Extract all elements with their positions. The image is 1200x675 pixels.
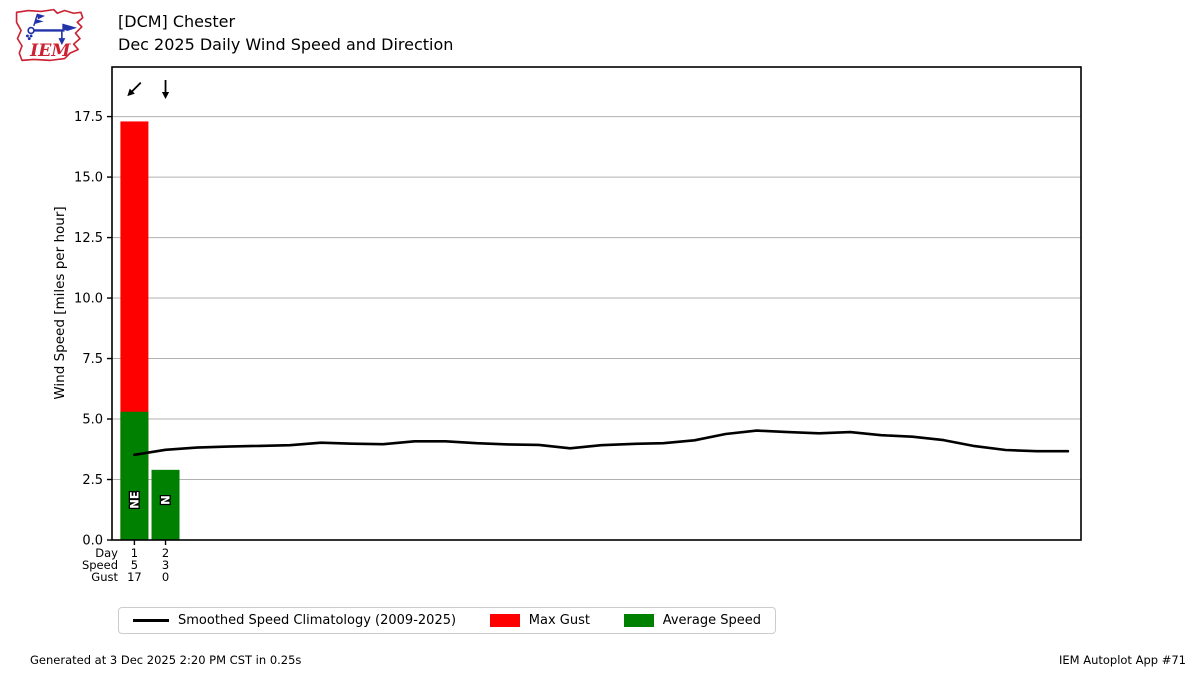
axis-row-value: 0	[162, 570, 169, 584]
wind-direction-arrowhead	[161, 92, 170, 99]
avg-speed-bar	[120, 411, 149, 540]
legend-label: Smoothed Speed Climatology (2009-2025)	[178, 613, 457, 628]
legend-item: Max Gust	[489, 613, 590, 628]
generated-at-text: Generated at 3 Dec 2025 2:20 PM CST in 0…	[30, 653, 302, 667]
axis-row-value: 3	[162, 558, 169, 572]
avg-speed-bar	[151, 469, 180, 540]
y-tick-label: 10.0	[74, 292, 103, 307]
iowa-outline-icon	[15, 8, 84, 62]
direction-label: N	[159, 495, 173, 505]
axis-row-label: Day	[95, 546, 118, 560]
weather-vane-icon	[25, 13, 78, 46]
y-axis-label: Wind Speed [miles per hour]	[52, 206, 68, 399]
legend-item: Smoothed Speed Climatology (2009-2025)	[133, 613, 456, 628]
chart-title-line1: [DCM] Chester	[118, 12, 236, 31]
y-tick-label: 12.5	[74, 231, 103, 246]
app-id-text: IEM Autoplot App #71	[1058, 653, 1186, 667]
axis-row-value: 1	[131, 546, 138, 560]
y-tick-label: 7.5	[82, 352, 103, 367]
chart-legend: Smoothed Speed Climatology (2009-2025) Ma…	[118, 607, 776, 634]
legend-swatch-line	[133, 619, 169, 622]
axis-row-value: 17	[127, 570, 142, 584]
axis-row-value: 5	[131, 558, 138, 572]
chart-title: [DCM] Chester Dec 2025 Daily Wind Speed …	[118, 10, 453, 56]
plot-border	[111, 66, 1082, 541]
legend-label: Average Speed	[662, 613, 761, 628]
wind-direction-arrowhead	[127, 88, 135, 97]
y-tick-label: 15.0	[74, 171, 103, 186]
y-tick-label: 0.0	[82, 534, 103, 549]
axis-row-label: Gust	[91, 570, 118, 584]
axis-row-label: Speed	[82, 558, 118, 572]
direction-label: NE	[127, 491, 141, 509]
legend-swatch-rect	[623, 614, 654, 627]
iem-logo: IEM	[15, 8, 84, 62]
chart-title-line2: Dec 2025 Daily Wind Speed and Direction	[118, 35, 454, 54]
legend-label: Max Gust	[528, 613, 590, 628]
y-tick-label: 5.0	[82, 413, 103, 428]
climatology-line	[133, 429, 1070, 457]
legend-swatch-rect	[489, 614, 520, 627]
legend-item: Average Speed	[623, 613, 761, 628]
wind-direction-arrow	[130, 81, 142, 93]
y-tick-label: 17.5	[74, 110, 103, 125]
axis-row-value: 2	[162, 546, 169, 560]
logo-text: IEM	[29, 41, 71, 61]
y-tick-label: 2.5	[82, 473, 103, 488]
